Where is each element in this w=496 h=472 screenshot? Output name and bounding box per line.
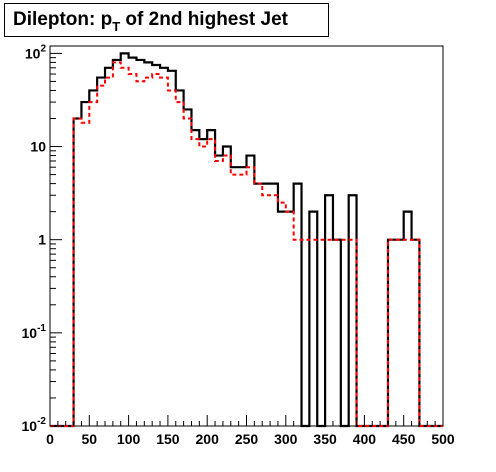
axes-layer: 0 50 100 150 200 250 300 350 400 450 500 10-2 10-1 1 1… — [22, 43, 455, 447]
x-tick-label: 350 — [313, 431, 337, 447]
x-tick-label: 400 — [353, 431, 377, 447]
series-2-line — [50, 61, 443, 427]
y-tick-label: 10 — [30, 139, 46, 155]
x-tick-label: 50 — [82, 431, 98, 447]
title-suffix: of 2nd highest Jet — [120, 9, 289, 30]
x-tick-label: 200 — [196, 431, 220, 447]
x-tick-label: 150 — [156, 431, 180, 447]
x-tick-label: 250 — [235, 431, 259, 447]
chart-title: Dilepton: pT of 2nd highest Jet — [4, 3, 329, 37]
x-tick-label: 100 — [117, 431, 141, 447]
title-prefix: Dilepton: p — [13, 9, 113, 30]
y-tick-label: 102 — [25, 43, 47, 61]
y-tick-label: 10-2 — [22, 416, 47, 434]
x-tick-label: 300 — [274, 431, 298, 447]
series-layer — [50, 52, 443, 428]
title-subscript: T — [112, 19, 121, 34]
x-tick-label: 500 — [431, 431, 455, 447]
x-tick-label: 450 — [392, 431, 416, 447]
plot-frame — [49, 45, 444, 427]
y-tick-label: 1 — [38, 232, 46, 248]
x-tick-label: 0 — [46, 431, 54, 447]
y-tick-label: 10-1 — [22, 323, 47, 341]
